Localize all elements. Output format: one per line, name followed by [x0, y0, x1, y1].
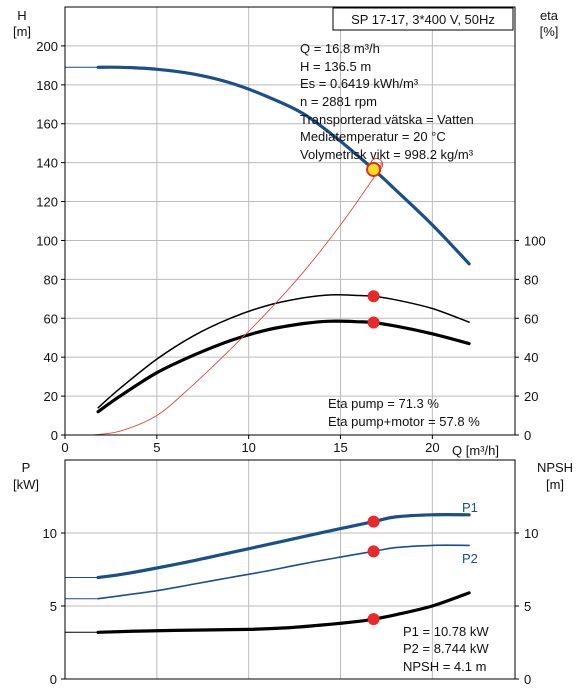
series-line	[96, 319, 471, 414]
top-right-unit-top: eta	[540, 8, 559, 23]
info-line: Transporterad vätska = Vatten	[300, 112, 474, 127]
operating-point-marker	[367, 290, 380, 303]
bottom-right-unit-bottom: [m]	[546, 477, 564, 492]
p1-value: P1 = 10.78 kW	[403, 624, 489, 639]
top-right-unit-bottom: [%]	[540, 24, 559, 39]
y-tick-label: 140	[36, 156, 58, 171]
y-tick-label: 80	[44, 272, 58, 287]
npsh-value: NPSH = 4.1 m	[403, 659, 486, 674]
y2-tick-label: 80	[524, 272, 538, 287]
y-tick-label: 40	[44, 350, 58, 365]
y-tick-label: 120	[36, 195, 58, 210]
chart-title: SP 17-17, 3*400 V, 50Hz	[351, 12, 495, 27]
x-tick-label: 15	[333, 440, 347, 455]
power-values: P1 = 10.78 kW P2 = 8.744 kW NPSH = 4.1 m	[403, 624, 489, 674]
top-left-unit-bottom: [m]	[13, 24, 31, 39]
y-tick-label: 200	[36, 39, 58, 54]
series-line	[96, 591, 471, 634]
series-line	[92, 162, 382, 436]
y2-tick-label: 100	[524, 233, 546, 248]
bottom-axis-ticks: 0 5 10 0 5 10	[43, 526, 539, 687]
top-series	[65, 65, 471, 436]
bottom-plot-frame	[64, 459, 516, 680]
y2-tick-label: 20	[524, 389, 538, 404]
y-tick-label: 20	[44, 389, 58, 404]
info-line: Es = 0.6419 kWh/m³	[300, 76, 419, 91]
y-tick-label: 100	[36, 233, 58, 248]
series-label-p1: P1	[462, 500, 478, 515]
info-line: Volymetrisk vikt = 998.2 kg/m³	[300, 147, 474, 162]
chart-title-box	[332, 7, 514, 31]
x-tick-label: 10	[241, 440, 255, 455]
info-line: Q = 16.8 m³/h	[300, 41, 380, 56]
p2-value: P2 = 8.744 kW	[403, 641, 489, 656]
y2-tick-label: 40	[524, 350, 538, 365]
bottom-left-unit-bottom: [kW]	[13, 477, 39, 492]
info-line: Mediatemperatur = 20 °C	[300, 129, 446, 144]
eta-pump-value: Eta pump = 71.3 %	[328, 396, 439, 411]
y2-tick-label: 60	[524, 311, 538, 326]
operating-point-marker	[367, 316, 380, 329]
top-left-unit-top: H	[17, 8, 26, 23]
top-axis-ticks: 0 20 40 60 80 100 120 140 160 180 200 0 20 40 60 80 100 0…	[36, 39, 545, 455]
operating-point-marker	[367, 515, 380, 528]
eta-pump-motor-value: Eta pump+motor = 57.8 %	[328, 414, 480, 429]
y2-tick-label: 5	[524, 599, 531, 614]
y2-tick-label: 0	[524, 428, 531, 443]
info-line: H = 136.5 m	[300, 59, 371, 74]
bottom-right-unit-top: NPSH	[537, 460, 573, 475]
y2-tick-label: 10	[524, 526, 538, 541]
series-line	[96, 65, 471, 266]
chart-markers	[366, 157, 384, 626]
bottom-left-unit-top: P	[22, 460, 31, 475]
y-tick-label: 60	[44, 311, 58, 326]
series-line	[97, 294, 470, 409]
info-line: n = 2881 rpm	[300, 94, 377, 109]
y2-tick-label: 0	[524, 672, 531, 687]
efficiency-values: Eta pump = 71.3 % Eta pump+motor = 57.8 …	[328, 396, 480, 429]
top-plot-frame	[64, 6, 516, 436]
series-label-p2: P2	[462, 551, 478, 566]
y-tick-label: 0	[51, 428, 58, 443]
y-tick-label: 160	[36, 117, 58, 132]
series-line	[96, 513, 471, 580]
duty-point-marker	[366, 161, 382, 177]
y-tick-label: 0	[50, 672, 57, 687]
x-tick-label: 20	[425, 440, 439, 455]
bottom-series	[65, 513, 471, 634]
operating-point-marker	[367, 545, 380, 558]
x-axis-label: Q [m³/h]	[452, 443, 499, 458]
y-tick-label: 5	[50, 599, 57, 614]
y-tick-label: 180	[36, 78, 58, 93]
top-grid	[65, 7, 515, 435]
x-tick-label: 5	[153, 440, 160, 455]
x-tick-label: 0	[61, 440, 68, 455]
operating-info: Q = 16.8 m³/h H = 136.5 m Es = 0.6419 kW…	[300, 41, 474, 162]
series-line	[97, 544, 470, 600]
operating-point-marker	[367, 613, 380, 626]
y-tick-label: 10	[43, 526, 57, 541]
